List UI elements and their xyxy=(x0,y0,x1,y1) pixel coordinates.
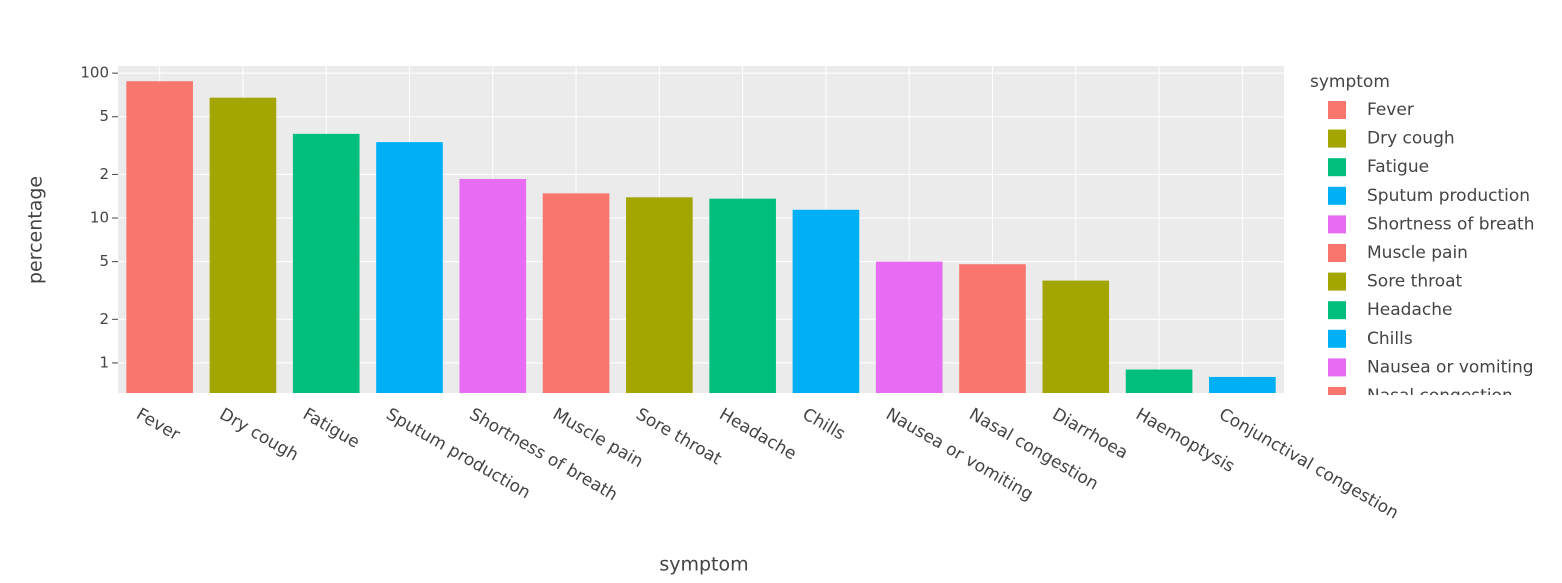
legend-swatch xyxy=(1328,444,1346,462)
y-tick-label: 5 xyxy=(99,107,109,125)
bar xyxy=(376,142,443,393)
legend-swatch xyxy=(1328,358,1346,377)
bar xyxy=(542,193,610,393)
legend-label: Fatigue xyxy=(1367,157,1429,177)
legend-swatch xyxy=(1328,186,1346,205)
legend-label: Conjunctival congestion xyxy=(1367,472,1562,492)
x-tick-label: Conjunctival congestion xyxy=(1215,404,1402,523)
y-tick-label: 2 xyxy=(99,165,109,183)
bar xyxy=(792,209,860,393)
bar xyxy=(1125,369,1193,393)
legend-label: Dry cough xyxy=(1367,129,1455,149)
legend-label: Chills xyxy=(1367,329,1413,349)
legend-label: Nausea or vomiting xyxy=(1367,357,1534,377)
legend-swatch xyxy=(1328,244,1346,262)
legend-label: Diarrhoea xyxy=(1367,415,1451,435)
bar xyxy=(1042,280,1110,393)
legend-swatch xyxy=(1328,387,1346,395)
y-tick-label: 100 xyxy=(80,64,109,82)
legend-swatch xyxy=(1328,416,1346,434)
bar xyxy=(292,133,360,393)
bar xyxy=(626,197,693,393)
legend-swatch xyxy=(1328,329,1346,348)
legend-label: Nasal congestion xyxy=(1367,386,1513,406)
bars xyxy=(126,81,1276,394)
x-tick-label: Sore throat xyxy=(632,404,725,469)
y-tick-label: 2 xyxy=(99,310,109,328)
y-axis-title: percentage xyxy=(25,176,47,284)
y-tick-label: 10 xyxy=(90,209,109,227)
legend-swatch xyxy=(1328,272,1346,291)
y-tick-label: 5 xyxy=(99,252,109,270)
legend-label: Sputum production xyxy=(1367,186,1530,206)
bar xyxy=(209,97,277,393)
bar xyxy=(1209,376,1276,393)
bar xyxy=(459,178,527,393)
legend-swatch xyxy=(1328,158,1346,177)
legend-swatch xyxy=(1328,101,1346,119)
x-tick-label: Sputum production xyxy=(383,404,534,503)
legend-swatch xyxy=(1328,215,1346,234)
y-tick-label: 1 xyxy=(99,353,109,371)
x-tick-label: Dry cough xyxy=(216,404,302,465)
bar xyxy=(126,81,193,394)
x-tick-label: Chills xyxy=(799,404,849,444)
legend: Fever Dry cough Fatigue Sputum production Sh… xyxy=(1328,100,1562,492)
legend-label: Haemoptysis xyxy=(1367,443,1478,463)
legend-label: Sore throat xyxy=(1367,272,1463,292)
legend-title: symptom xyxy=(1310,72,1390,92)
legend-swatch xyxy=(1328,129,1346,148)
bar xyxy=(875,261,943,393)
legend-label: Muscle pain xyxy=(1367,243,1468,263)
x-tick-label: Nausea or vomiting xyxy=(882,404,1036,505)
x-axis-title: symptom xyxy=(659,554,748,576)
legend-label: Headache xyxy=(1367,300,1452,320)
x-tick-label: Shortness of breath xyxy=(466,404,621,505)
legend-label: Shortness of breath xyxy=(1367,214,1535,234)
legend-swatch xyxy=(1328,301,1346,320)
legend-label: Fever xyxy=(1367,100,1414,120)
bar xyxy=(959,264,1026,393)
x-tick-label: Headache xyxy=(716,404,800,464)
bar xyxy=(709,198,776,393)
x-tick-label: Fever xyxy=(133,404,184,445)
x-tick-label: Fatigue xyxy=(299,404,363,452)
